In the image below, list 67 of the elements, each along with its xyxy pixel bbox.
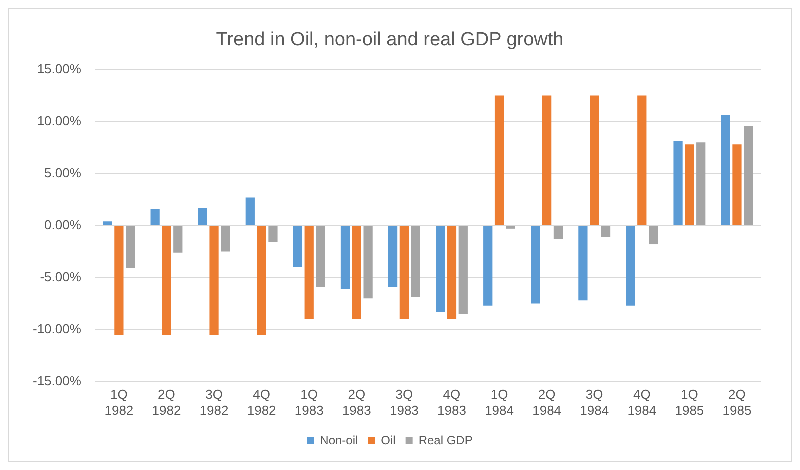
bar [221,226,230,252]
y-tick-label: 0.00% [44,217,82,232]
bar [316,226,326,288]
x-tick-label: 3Q 1982 [200,387,229,418]
bar [340,226,350,290]
bar [484,226,493,306]
bar [436,226,446,312]
bar [257,226,266,335]
bar [150,209,160,226]
y-tick-label: -10.00% [33,321,82,336]
legend-label: Non-oil [320,433,358,448]
y-tick-label: 15.00% [37,61,82,76]
x-tick-label: 1Q 1982 [104,387,134,418]
x-tick-label: 1Q 1985 [675,387,704,418]
bar [578,226,588,301]
bar [114,226,124,335]
bar [126,226,136,268]
bar [542,96,552,226]
bar [626,226,636,306]
bar [162,226,172,335]
bar [352,226,362,320]
x-tick-label: 4Q 1983 [438,387,466,418]
bar [246,198,255,226]
bar [411,226,420,298]
bar [400,226,410,320]
y-tick-label: 5.00% [44,165,82,180]
x-tick-label: 4Q 1984 [628,387,657,418]
x-tick-label: 1Q 1984 [485,387,514,418]
x-tick-label: 1Q 1983 [294,387,324,418]
bar [388,226,398,288]
bar [174,226,183,253]
bar [447,226,457,320]
x-tick-label: 2Q 1982 [152,387,182,418]
bar [601,226,611,238]
bar [554,226,564,240]
bar [638,96,647,226]
bar [674,142,683,226]
bar [293,226,303,268]
x-tick-label: 2Q 1984 [532,387,562,418]
bar [304,226,314,320]
x-tick-label: 4Q 1982 [247,387,276,418]
legend-label: Real GDP [418,433,473,448]
bar [494,96,504,226]
x-tick-label: 2Q 1983 [342,387,372,418]
bar [531,226,540,304]
bar [458,226,468,314]
bar [590,96,600,226]
x-tick-label: 3Q 1983 [390,387,419,418]
y-tick-label: 10.00% [37,113,82,128]
bar [198,208,208,226]
bar [648,226,658,245]
bar [744,126,754,226]
bar [685,144,694,226]
bar [210,226,219,335]
legend-label: Oil [381,433,396,448]
chart-title: Trend in Oil, non-oil and real GDP growth [216,30,564,51]
bar [268,226,278,242]
bar [506,226,516,229]
bar [721,116,730,226]
y-tick-label: -5.00% [40,269,82,284]
x-tick-label: 3Q 1984 [580,387,610,418]
bar [696,142,706,226]
bar [364,226,373,299]
x-tick-label: 2Q 1985 [722,387,752,418]
bar [103,222,112,226]
bar [732,144,742,226]
y-tick-label: -15.00% [33,373,82,388]
